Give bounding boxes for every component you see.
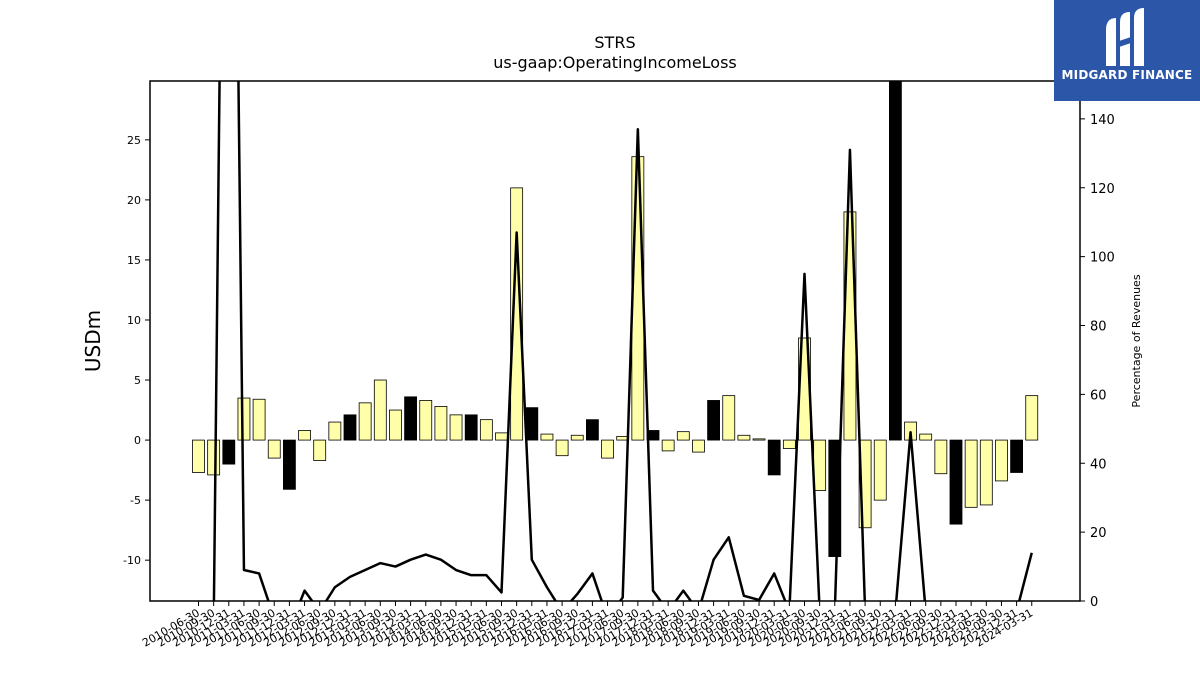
bar (373, 379, 387, 441)
bar (1025, 395, 1039, 441)
bar (722, 395, 736, 441)
plot-area: -10-505101520250204060801001201402010-06… (123, 80, 1115, 650)
bar (252, 398, 266, 441)
y-axis-label: USDm (81, 310, 105, 372)
y-tick-label: 15 (127, 254, 141, 267)
bar (601, 439, 614, 459)
bar (631, 156, 645, 441)
bar (389, 409, 402, 441)
bar (964, 439, 978, 508)
bar (813, 439, 827, 491)
bar (586, 419, 599, 441)
bar (707, 400, 720, 441)
bar (419, 400, 433, 441)
bar (464, 414, 478, 441)
logo-text: MIDGARD FINANCE (1061, 68, 1193, 82)
bar (676, 431, 690, 441)
y2-tick-label: 80 (1090, 320, 1107, 335)
bar (328, 421, 342, 441)
y-tick-label: 0 (134, 434, 141, 447)
bar (222, 439, 236, 465)
y2-axis-label: Percentage of Revenues (1130, 274, 1143, 407)
bar (934, 439, 948, 475)
bar (358, 402, 372, 441)
bar (873, 439, 887, 501)
bar (979, 439, 993, 506)
y-tick-label: -10 (123, 554, 141, 567)
y2-tick-label: 60 (1090, 388, 1107, 403)
plot-marks (192, 81, 1039, 601)
midgard-logo: MIDGARD FINANCE (1054, 0, 1200, 101)
bar (782, 439, 796, 449)
y-tick-label: 20 (127, 194, 141, 207)
bar (404, 396, 418, 441)
chart-title: STRS (594, 33, 635, 52)
y-tick-label: 5 (134, 374, 141, 387)
y-tick-label: 10 (127, 314, 141, 327)
bar (1010, 439, 1023, 473)
series-line (212, 81, 1033, 601)
y2-tick-label: 120 (1090, 182, 1115, 197)
bar (479, 419, 493, 441)
bar (949, 439, 963, 525)
bar (449, 414, 463, 441)
chart-subtitle: us-gaap:OperatingIncomeLoss (493, 53, 737, 72)
bar (919, 433, 933, 441)
bar (237, 397, 251, 441)
bar (767, 439, 781, 476)
bar (510, 187, 524, 441)
plot-frame (149, 80, 1081, 602)
y2-tick-label: 0 (1090, 595, 1098, 610)
bar (540, 433, 554, 441)
bar (570, 434, 584, 441)
y2-tick-label: 140 (1090, 113, 1115, 128)
bar (298, 430, 311, 441)
bar (313, 439, 327, 461)
bar (737, 434, 751, 441)
bar (555, 439, 569, 457)
bar (267, 439, 281, 459)
bar (207, 439, 221, 476)
bar (192, 439, 205, 473)
bar (525, 407, 539, 441)
y2-tick-label: 40 (1090, 457, 1107, 472)
bar (495, 432, 508, 441)
bar (434, 406, 448, 441)
y2-tick-label: 20 (1090, 526, 1107, 541)
bar (889, 81, 902, 441)
bar (995, 439, 1008, 482)
bar (692, 439, 705, 453)
midgard-logo-icon (1106, 8, 1144, 66)
bar (752, 438, 766, 441)
y-tick-label: 25 (127, 134, 141, 147)
bar (661, 439, 675, 452)
bar (282, 439, 296, 490)
bar (343, 414, 357, 441)
y-tick-label: -5 (130, 494, 141, 507)
y2-tick-label: 100 (1090, 251, 1115, 266)
